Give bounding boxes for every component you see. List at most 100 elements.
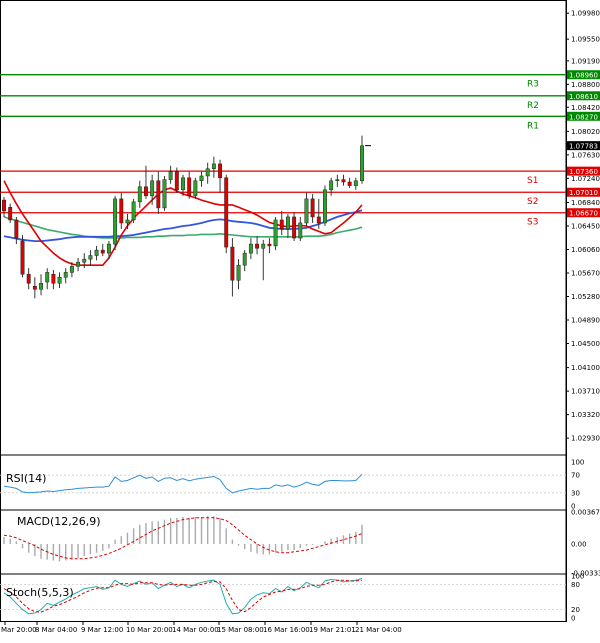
candle: [150, 174, 155, 205]
candle: [187, 171, 192, 199]
candle: [51, 269, 56, 290]
macd-tick-label: 0.003671: [571, 509, 600, 517]
level-price-badge-r3: [567, 70, 600, 80]
price-tick-label: 1.03710: [571, 388, 600, 396]
candle: [261, 239, 266, 281]
last-price-badge: [567, 141, 600, 151]
candle: [205, 162, 210, 184]
candle: [119, 192, 124, 229]
candle: [113, 195, 118, 251]
candle-body: [8, 207, 13, 221]
candle-body: [82, 258, 87, 263]
candle: [88, 250, 93, 266]
stoch-tick-label: 20: [571, 606, 580, 614]
candle-body: [131, 201, 136, 221]
candle: [131, 198, 136, 223]
candle: [156, 171, 161, 214]
candle-body: [69, 266, 74, 273]
price-tick-label: 1.08020: [571, 128, 600, 136]
candle-body: [199, 175, 204, 182]
level-price-label-s1: 1.07360: [569, 168, 598, 176]
candle: [193, 177, 198, 199]
candle: [298, 216, 303, 242]
candle-body: [255, 243, 260, 249]
candle-body: [137, 186, 142, 203]
price-tick-label: 1.04890: [571, 317, 600, 325]
rsi-label: RSI(14): [6, 472, 46, 485]
plot-frame: [0, 0, 567, 622]
candle-body: [304, 198, 309, 224]
rsi-tick-label: 100: [571, 459, 584, 467]
candle-body: [298, 222, 303, 239]
price-tick-label: 1.02930: [571, 435, 600, 443]
candle: [106, 241, 111, 260]
level-name-s3: S3: [527, 218, 538, 228]
candle-body: [106, 243, 111, 254]
candle: [39, 274, 43, 296]
rsi-tick-label: 70: [571, 472, 580, 480]
candle-body: [292, 216, 297, 239]
candle-body: [88, 255, 93, 260]
candle: [181, 174, 185, 196]
candle: [236, 259, 241, 290]
candle-body: [248, 243, 253, 254]
candle-body: [242, 252, 247, 266]
candle: [360, 135, 364, 184]
candle-body: [335, 179, 340, 182]
candle: [2, 197, 6, 217]
candle: [199, 171, 204, 187]
candle-body: [323, 189, 327, 224]
candle: [242, 250, 247, 272]
candle: [57, 272, 62, 289]
candle-body: [329, 180, 334, 191]
price-tick-label: 1.06840: [571, 199, 600, 207]
level-price-label-s3: 1.06670: [569, 210, 598, 218]
candle-body: [211, 163, 216, 169]
price-tick-label: 1.09980: [571, 10, 600, 18]
candle-body: [63, 272, 68, 278]
candle: [211, 156, 216, 178]
candle-body: [39, 282, 43, 290]
candle: [168, 165, 173, 184]
candle: [341, 174, 346, 186]
candle: [94, 245, 99, 261]
price-tick-label: 1.08420: [571, 104, 600, 112]
candle: [218, 159, 222, 193]
candle: [279, 210, 284, 236]
time-tick-label: 8 Mar 04:00: [35, 626, 77, 634]
price-tick-label: 1.04500: [571, 340, 600, 348]
stoch-tick-label: 80: [571, 581, 580, 589]
candle: [100, 244, 105, 257]
stoch-tick-label: 0: [571, 615, 575, 623]
level-price-badge-r1: [567, 111, 600, 121]
candle-body: [14, 219, 19, 239]
candle-body: [205, 168, 210, 177]
candle: [137, 180, 142, 208]
rsi-tick-label: 0: [571, 503, 575, 511]
level-name-s1: S1: [527, 176, 538, 186]
price-tick-label: 1.04100: [571, 364, 600, 372]
time-tick-label: 9 Mar 12:00: [81, 626, 123, 634]
candle-body: [51, 273, 56, 284]
candle: [224, 174, 229, 254]
candle-body: [236, 264, 241, 281]
macd-tick-label: 0.00: [571, 540, 587, 548]
candle: [63, 268, 68, 284]
price-tick-label: 1.06060: [571, 246, 600, 254]
candle-body: [20, 240, 25, 275]
level-price-badge-s2: [567, 187, 600, 197]
candle-body: [45, 272, 50, 283]
price-tick-label: 1.07240: [571, 175, 600, 183]
candle: [255, 236, 260, 255]
candle-body: [156, 180, 161, 209]
ma-blue-line: [3, 209, 363, 243]
candle-body: [94, 249, 99, 256]
level-price-label-s2: 1.07010: [569, 189, 598, 197]
candle-body: [218, 163, 222, 179]
candle: [144, 165, 148, 199]
candle: [248, 238, 253, 260]
candle-body: [273, 219, 278, 247]
candle: [76, 257, 81, 272]
candle-body: [279, 219, 284, 230]
